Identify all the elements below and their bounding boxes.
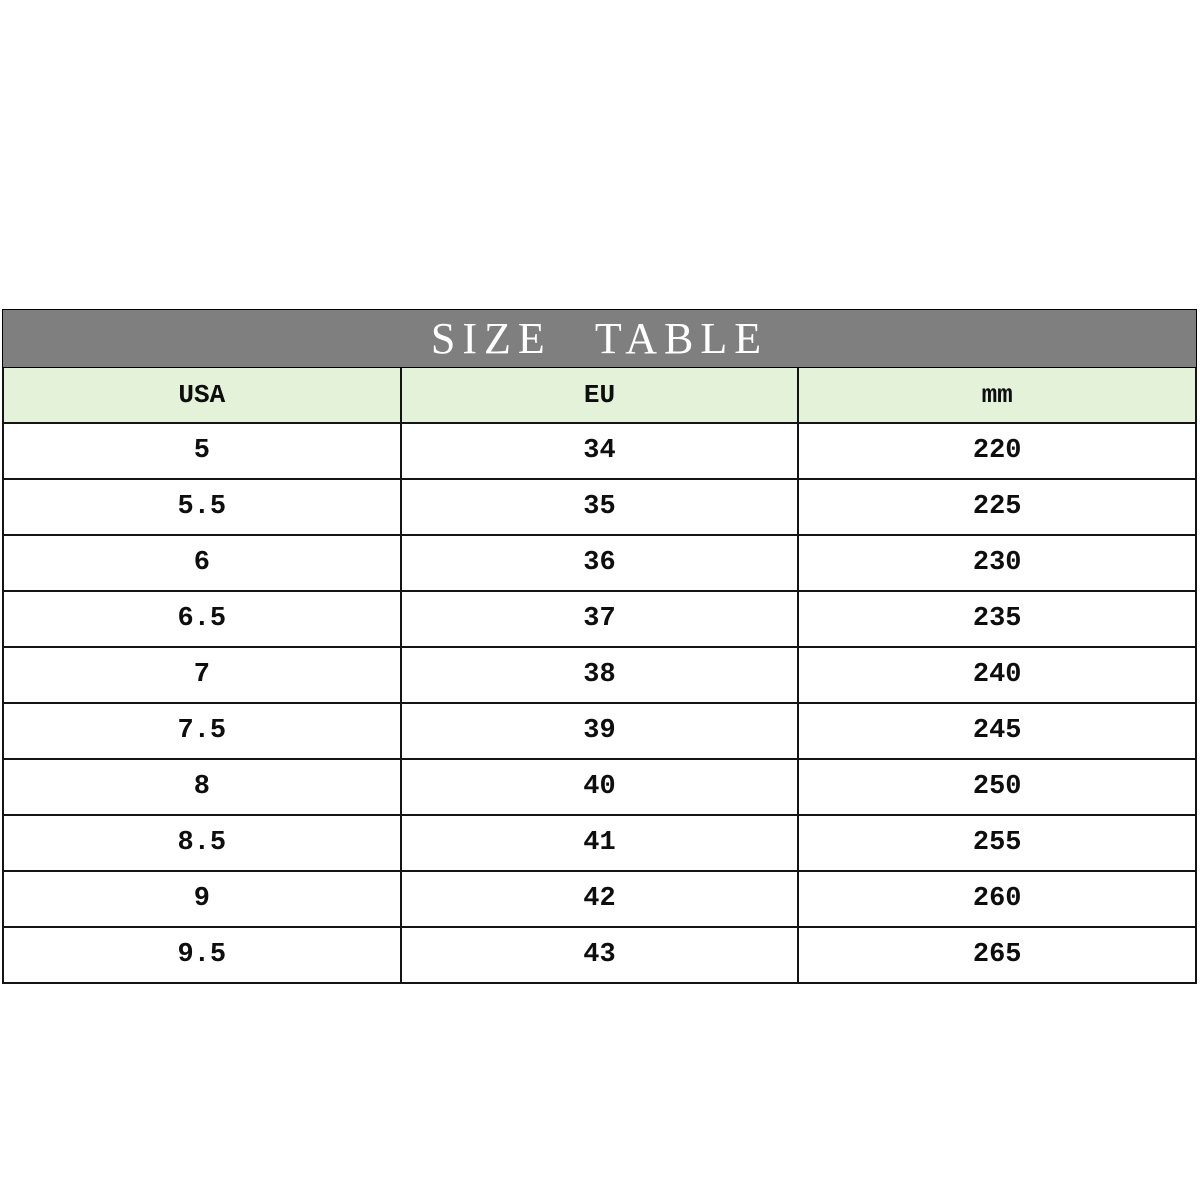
table-cell: 7 — [193, 660, 210, 690]
table-cell: 9.5 — [177, 940, 227, 970]
table-cell: 6.5 — [177, 604, 227, 634]
header-row: USA EU mm — [4, 368, 1195, 422]
table-cell: 265 — [797, 928, 1195, 982]
table-cell: 8 — [193, 772, 210, 802]
table-cell: 43 — [399, 928, 798, 982]
table-row: 6.5 37 235 — [4, 590, 1195, 646]
table-cell: 220 — [797, 424, 1195, 478]
table-cell: 7.5 — [177, 716, 227, 746]
table-row: 9.5 43 265 — [4, 926, 1195, 982]
table-cell: 41 — [399, 816, 798, 870]
table-cell: 36 — [399, 536, 798, 590]
table-cell: 42 — [399, 872, 798, 926]
table-row: 5.5 35 225 — [4, 478, 1195, 534]
table-row: 6 36 230 — [4, 534, 1195, 590]
table-row: 7 38 240 — [4, 646, 1195, 702]
column-header-eu: EU — [399, 368, 798, 422]
table-cell: 40 — [399, 760, 798, 814]
table-cell: 250 — [797, 760, 1195, 814]
table-cell: 245 — [797, 704, 1195, 758]
table-cell: 8.5 — [177, 828, 227, 858]
table-cell: 9 — [193, 884, 210, 914]
table-cell: 35 — [399, 480, 798, 534]
title-bar: SIZE TABLE — [2, 309, 1197, 368]
size-table: SIZE TABLE USA EU mm 5 34 220 5.5 35 225… — [2, 309, 1197, 984]
table-cell: 225 — [797, 480, 1195, 534]
table-cell: 5 — [193, 436, 210, 466]
table-row: 8 40 250 — [4, 758, 1195, 814]
table-row: 9 42 260 — [4, 870, 1195, 926]
table-cell: 235 — [797, 592, 1195, 646]
page-title: SIZE TABLE — [430, 314, 769, 363]
table-row: 7.5 39 245 — [4, 702, 1195, 758]
table-cell: 34 — [399, 424, 798, 478]
column-header-mm: mm — [797, 368, 1195, 422]
column-header-usa: USA — [178, 380, 226, 410]
table-row: 8.5 41 255 — [4, 814, 1195, 870]
table-cell: 240 — [797, 648, 1195, 702]
table-cell: 230 — [797, 536, 1195, 590]
table-cell: 260 — [797, 872, 1195, 926]
table-cell: 37 — [399, 592, 798, 646]
table-cell: 255 — [797, 816, 1195, 870]
table-row: 5 34 220 — [4, 422, 1195, 478]
table-cell: 5.5 — [177, 492, 227, 522]
table-cell: 39 — [399, 704, 798, 758]
size-grid: USA EU mm 5 34 220 5.5 35 225 6 36 230 6… — [2, 368, 1197, 984]
table-cell: 6 — [193, 548, 210, 578]
table-cell: 38 — [399, 648, 798, 702]
